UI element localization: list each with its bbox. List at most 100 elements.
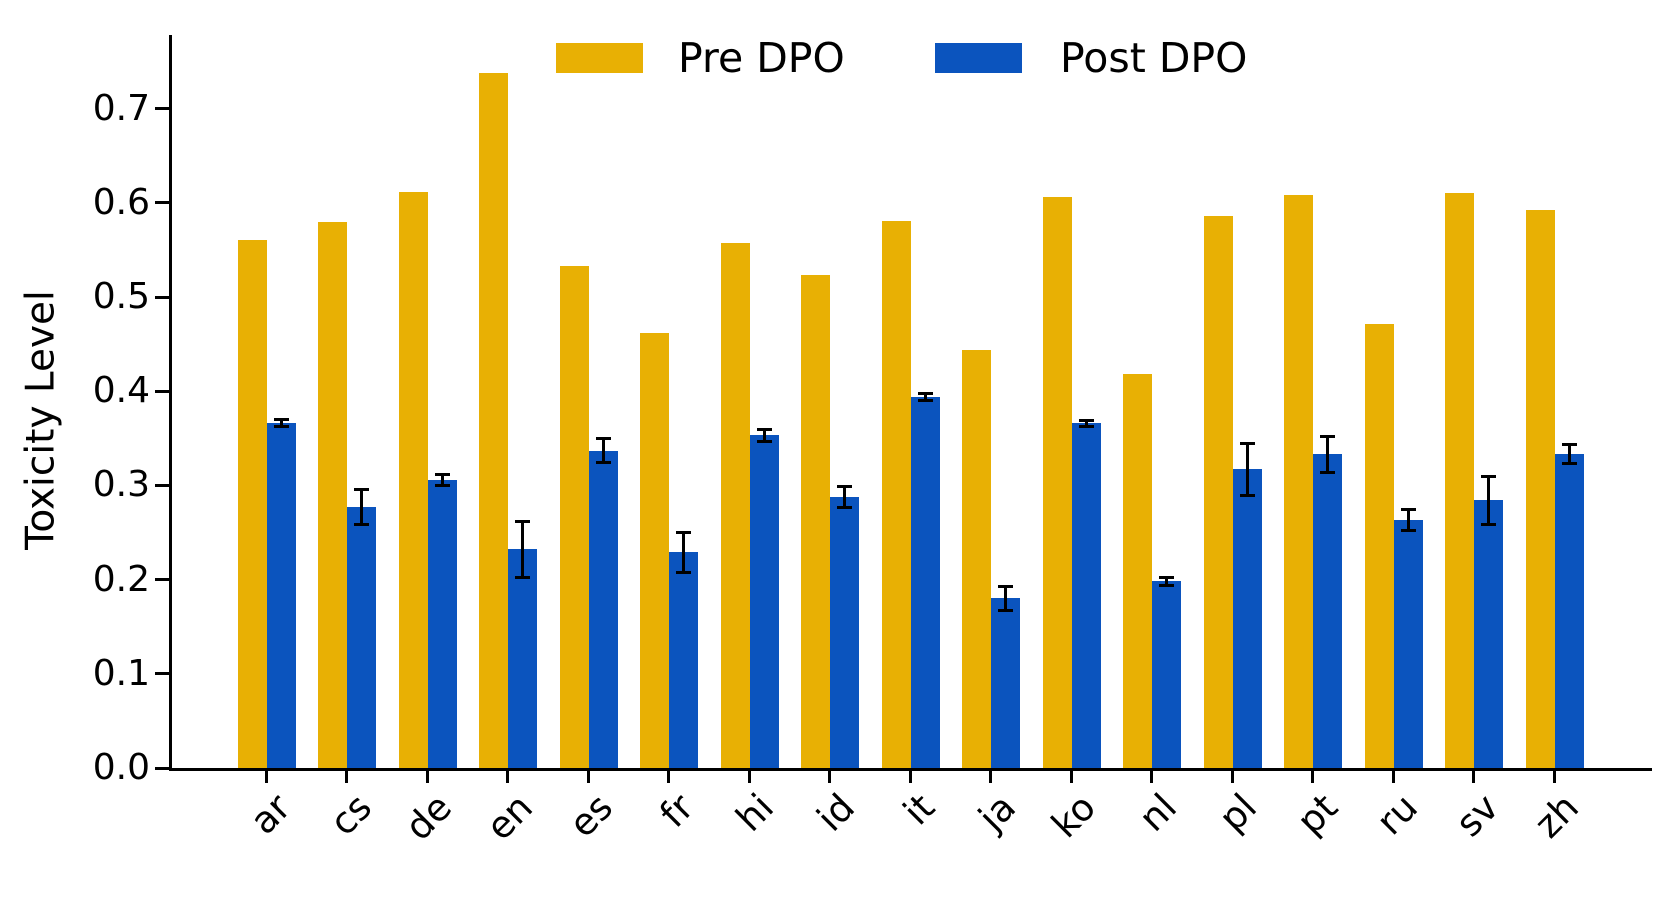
post-dpo-bar-fr bbox=[669, 552, 698, 768]
error-bar-cap-top-es bbox=[595, 436, 611, 440]
error-bar-ar bbox=[279, 419, 283, 427]
error-bar-cap-top-ar bbox=[273, 417, 289, 421]
y-tick-label-0.6: 0.6 bbox=[92, 181, 150, 223]
error-bar-cap-top-nl bbox=[1159, 576, 1174, 580]
pre-dpo-bar-id bbox=[801, 275, 830, 768]
x-tick-cs bbox=[345, 768, 348, 783]
y-tick-0.1 bbox=[155, 672, 169, 676]
pre-dpo-bar-ko bbox=[1042, 197, 1072, 768]
legend: Pre DPO Post DPO bbox=[0, 0, 1661, 90]
legend-swatch-pre-dpo bbox=[556, 43, 643, 73]
pre-dpo-bar-es bbox=[559, 265, 589, 768]
x-tick-es bbox=[586, 768, 590, 783]
error-bar-cap-bottom-ru bbox=[1400, 529, 1416, 533]
pre-dpo-bar-ar bbox=[237, 240, 267, 768]
y-tick-0.4 bbox=[155, 389, 169, 393]
error-bar-hi bbox=[762, 429, 766, 442]
y-tick-0.7 bbox=[155, 107, 169, 111]
x-tick-ja bbox=[989, 768, 992, 783]
post-dpo-bar-ru bbox=[1393, 520, 1423, 768]
y-tick-label-0.2: 0.2 bbox=[92, 558, 150, 600]
y-tick-label-0.7: 0.7 bbox=[92, 87, 150, 129]
x-tick-fr bbox=[667, 768, 670, 783]
x-tick-hi bbox=[747, 768, 751, 783]
pre-dpo-bar-pl bbox=[1203, 216, 1233, 768]
pre-dpo-bar-fr bbox=[640, 332, 669, 768]
error-bar-cap-bottom-es bbox=[595, 461, 611, 465]
error-bar-cap-top-ko bbox=[1078, 418, 1094, 422]
error-bar-de bbox=[440, 474, 444, 486]
post-dpo-bar-ar bbox=[266, 423, 296, 768]
x-tick-pl bbox=[1230, 768, 1234, 783]
error-bar-nl bbox=[1165, 577, 1168, 586]
y-tick-0.6 bbox=[155, 201, 169, 205]
legend-swatch-post-dpo bbox=[935, 43, 1022, 73]
error-bar-cap-bottom-id bbox=[837, 505, 852, 509]
error-bar-ru bbox=[1406, 509, 1410, 531]
error-bar-zh bbox=[1567, 444, 1571, 464]
error-bar-cap-bottom-zh bbox=[1561, 462, 1577, 466]
pre-dpo-bar-en bbox=[479, 72, 508, 768]
error-bar-cap-bottom-pt bbox=[1320, 470, 1335, 474]
post-dpo-bar-pl bbox=[1232, 469, 1262, 768]
y-tick-0.0 bbox=[155, 766, 169, 770]
error-bar-cap-top-ru bbox=[1400, 508, 1416, 512]
y-tick-0.5 bbox=[155, 295, 169, 299]
post-dpo-bar-ko bbox=[1071, 423, 1101, 768]
error-bar-cap-top-pl bbox=[1239, 441, 1255, 445]
pre-dpo-bar-ru bbox=[1364, 324, 1394, 768]
pre-dpo-bar-pt bbox=[1284, 195, 1313, 768]
error-bar-cap-bottom-cs bbox=[354, 523, 369, 527]
post-dpo-bar-pt bbox=[1313, 454, 1342, 768]
post-dpo-bar-ja bbox=[991, 598, 1020, 768]
toxicity-bar-chart: Toxicity Level Pre DPO Post DPO 0.0 0.1 0.… bbox=[0, 0, 1661, 849]
error-bar-cap-bottom-de bbox=[434, 483, 450, 487]
post-dpo-bar-de bbox=[427, 479, 457, 768]
y-tick-0.3 bbox=[155, 483, 169, 487]
post-dpo-bar-id bbox=[830, 496, 859, 768]
x-tick-it bbox=[908, 768, 912, 783]
error-bar-cap-bottom-hi bbox=[756, 439, 772, 443]
error-bar-cap-bottom-fr bbox=[676, 570, 691, 574]
post-dpo-bar-hi bbox=[749, 435, 779, 768]
post-dpo-bar-sv bbox=[1474, 500, 1503, 768]
pre-dpo-bar-it bbox=[881, 220, 911, 768]
error-bar-cap-bottom-it bbox=[917, 399, 933, 403]
error-bar-cap-top-hi bbox=[756, 428, 772, 432]
pre-dpo-bar-zh bbox=[1525, 210, 1555, 768]
error-bar-cap-bottom-pl bbox=[1239, 494, 1255, 498]
y-tick-label-0.1: 0.1 bbox=[92, 652, 150, 694]
error-bar-cap-top-id bbox=[837, 484, 852, 488]
legend-label-post-dpo: Post DPO bbox=[1060, 34, 1248, 82]
pre-dpo-bar-hi bbox=[720, 243, 750, 768]
plot-area: 0.0 0.1 0.2 0.3 0.4 0.5 0.6 0.7 ar cs de en es fr hi id… bbox=[93, 35, 1652, 849]
error-bar-cap-top-zh bbox=[1561, 443, 1577, 447]
error-bar-cap-top-fr bbox=[676, 531, 691, 534]
error-bar-cap-top-sv bbox=[1481, 475, 1496, 479]
y-tick-0.2 bbox=[155, 578, 169, 582]
error-bar-pt bbox=[1326, 436, 1329, 473]
error-bar-cap-top-ja bbox=[998, 584, 1013, 588]
post-dpo-bar-nl bbox=[1152, 581, 1181, 768]
pre-dpo-bar-sv bbox=[1445, 193, 1474, 768]
x-tick-sv bbox=[1472, 768, 1475, 783]
error-bar-cap-bottom-ko bbox=[1078, 424, 1094, 428]
error-bar-cap-bottom-ar bbox=[273, 425, 289, 429]
pre-dpo-bar-de bbox=[398, 192, 428, 768]
error-bar-id bbox=[843, 486, 846, 508]
x-tick-ko bbox=[1069, 768, 1073, 783]
post-dpo-bar-es bbox=[588, 450, 618, 768]
post-dpo-bar-cs bbox=[347, 507, 376, 768]
pre-dpo-bar-cs bbox=[318, 221, 347, 768]
error-bar-cap-top-it bbox=[917, 391, 933, 395]
post-dpo-bar-en bbox=[508, 549, 537, 768]
pre-dpo-bar-nl bbox=[1123, 374, 1152, 768]
error-bar-cap-top-cs bbox=[354, 487, 369, 491]
y-tick-label-0.3: 0.3 bbox=[92, 464, 150, 506]
error-bar-es bbox=[601, 438, 605, 463]
error-bar-cap-top-pt bbox=[1320, 434, 1335, 438]
error-bar-cap-bottom-en bbox=[515, 576, 530, 580]
x-tick-en bbox=[506, 768, 509, 783]
x-tick-id bbox=[828, 768, 831, 783]
error-bar-cs bbox=[360, 489, 363, 525]
